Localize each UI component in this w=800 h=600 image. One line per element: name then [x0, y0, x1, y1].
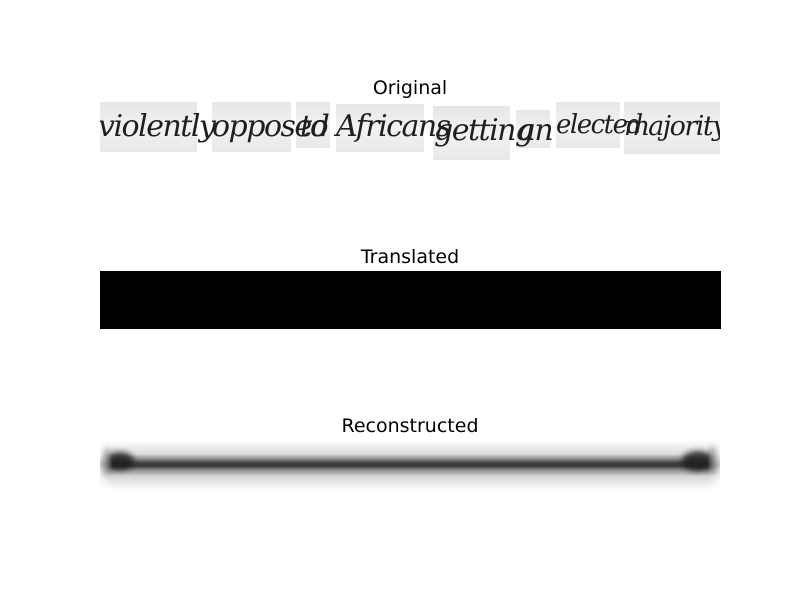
reconstructed-title: Reconstructed	[341, 415, 479, 437]
word-patch	[433, 106, 510, 160]
word-patch	[100, 102, 197, 152]
translated-image	[100, 271, 721, 329]
translated-title: Translated	[360, 246, 460, 268]
reconstructed-blur-graphic	[100, 440, 720, 490]
handwritten-word: Africans	[336, 109, 451, 144]
original-title: Original	[372, 77, 448, 99]
word-patch	[516, 110, 550, 148]
word-patch	[212, 102, 291, 152]
handwritten-word: getting	[434, 113, 534, 148]
handwritten-word: violently	[100, 109, 216, 144]
word-patch	[336, 104, 424, 152]
reconstructed-image	[100, 440, 720, 490]
handwritten-word: an	[518, 113, 554, 148]
word-patch	[556, 102, 620, 148]
original-handwriting-image: violently opposed to Africans getting an…	[100, 100, 720, 162]
word-patch	[296, 102, 330, 148]
handwritten-word: majority	[624, 111, 720, 142]
word-patch	[624, 102, 720, 154]
handwritten-word: opposed	[212, 109, 330, 144]
handwritten-word: elected	[556, 110, 643, 140]
handwritten-word: to	[300, 109, 329, 144]
